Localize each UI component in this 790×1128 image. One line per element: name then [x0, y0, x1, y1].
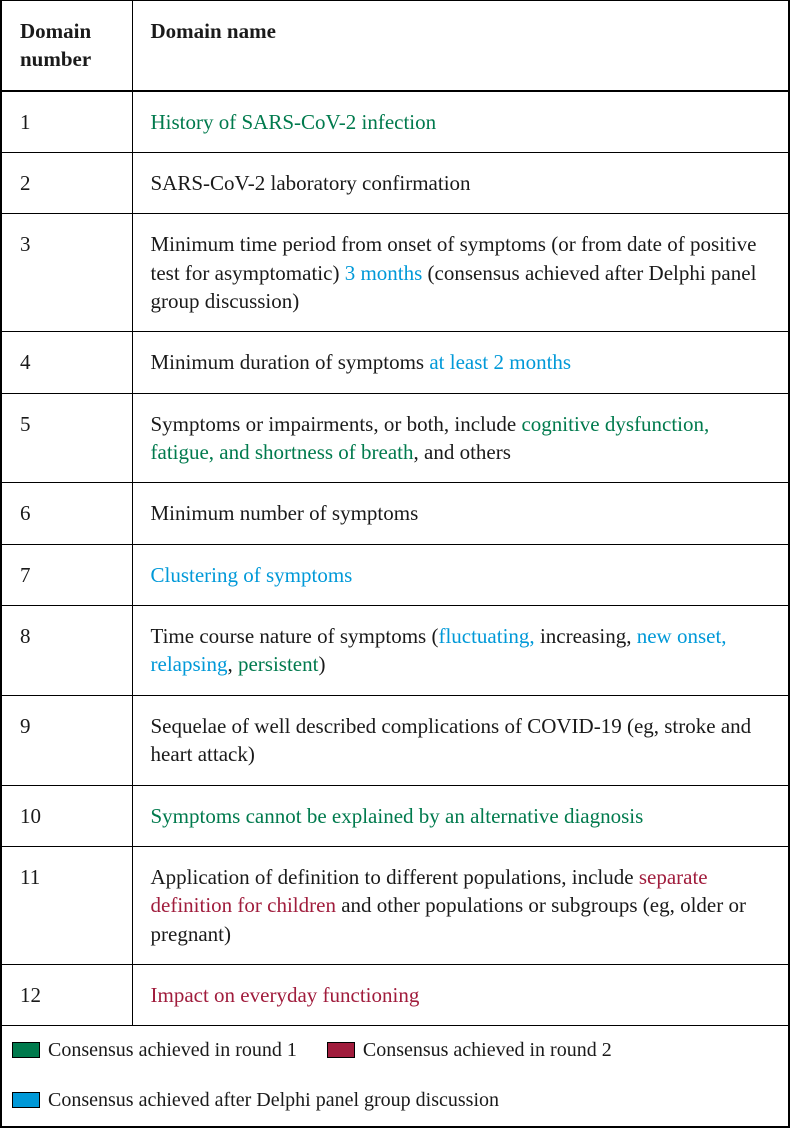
text-segment: Clustering of symptoms [151, 563, 353, 587]
text-segment: SARS-CoV-2 laboratory confirmation [151, 171, 471, 195]
legend-swatch [12, 1092, 40, 1108]
domain-name-cell: Application of definition to different p… [132, 846, 788, 964]
domain-name-cell: SARS-CoV-2 laboratory confirmation [132, 153, 788, 214]
legend-item: Consensus achieved in round 2 [327, 1034, 612, 1066]
text-segment: Symptoms cannot be explained by an alter… [151, 804, 644, 828]
text-segment: Symptoms or impairments, or both, includ… [151, 412, 522, 436]
domain-number-cell: 12 [2, 964, 132, 1025]
domain-name-cell: Symptoms or impairments, or both, includ… [132, 393, 788, 483]
table-row: 2 SARS-CoV-2 laboratory confirmation [2, 153, 788, 214]
table-row: 9 Sequelae of well described complication… [2, 695, 788, 785]
table-header-row: Domain number Domain name [2, 1, 788, 91]
legend: Consensus achieved in round 1 Consensus a… [0, 1026, 790, 1128]
table-row: 12 Impact on everyday functioning [2, 964, 788, 1025]
text-segment: Minimum number of symptoms [151, 501, 419, 525]
table-row: 10 Symptoms cannot be explained by an alt… [2, 785, 788, 846]
table-body: 1 History of SARS-CoV-2 infection 2 SARS-Co… [2, 91, 788, 1026]
domain-number-cell: 6 [2, 483, 132, 544]
domain-number-cell: 10 [2, 785, 132, 846]
header-domain-number: Domain number [2, 1, 132, 91]
domain-name-cell: Minimum time period from onset of sympto… [132, 214, 788, 332]
domain-name-cell: Minimum number of symptoms [132, 483, 788, 544]
table-row: 11 Application of definition to different… [2, 846, 788, 964]
text-segment: 3 months [345, 261, 423, 285]
legend-label: Consensus achieved after Delphi panel gr… [48, 1084, 499, 1116]
domain-table: Domain number Domain name 1 History of SA… [2, 1, 788, 1025]
table-row: 1 History of SARS-CoV-2 infection [2, 91, 788, 153]
domain-name-cell: Symptoms cannot be explained by an alter… [132, 785, 788, 846]
legend-swatch [12, 1042, 40, 1058]
text-segment: fluctuating, [438, 624, 534, 648]
domain-number-cell: 11 [2, 846, 132, 964]
text-segment: Impact on everyday functioning [151, 983, 420, 1007]
legend-item: Consensus achieved in round 1 [12, 1034, 297, 1066]
text-segment: Minimum duration of symptoms [151, 350, 430, 374]
table-row: 7 Clustering of symptoms [2, 544, 788, 605]
text-segment: Application of definition to different p… [151, 865, 639, 889]
text-segment: , and others [414, 440, 511, 464]
domain-number-cell: 1 [2, 91, 132, 153]
table-row: 5 Symptoms or impairments, or both, inclu… [2, 393, 788, 483]
text-segment: History of SARS-CoV-2 infection [151, 110, 437, 134]
text-segment: at least 2 months [429, 350, 571, 374]
domain-name-cell: Impact on everyday functioning [132, 964, 788, 1025]
domain-name-cell: Clustering of symptoms [132, 544, 788, 605]
text-segment: , [227, 652, 238, 676]
domain-number-cell: 9 [2, 695, 132, 785]
table-row: 3Minimum time period from onset of sympt… [2, 214, 788, 332]
domain-table-container: Domain number Domain name 1 History of SA… [0, 0, 790, 1026]
legend-swatch [327, 1042, 355, 1058]
text-segment: persistent [238, 652, 318, 676]
domain-name-cell: History of SARS-CoV-2 infection [132, 91, 788, 153]
legend-item: Consensus achieved after Delphi panel gr… [12, 1084, 499, 1116]
text-segment: Time course nature of symptoms ( [151, 624, 439, 648]
table-row: 8Time course nature of symptoms (fluctua… [2, 606, 788, 696]
legend-label: Consensus achieved in round 2 [363, 1034, 612, 1066]
domain-number-cell: 3 [2, 214, 132, 332]
domain-number-cell: 8 [2, 606, 132, 696]
header-domain-name: Domain name [132, 1, 788, 91]
table-row: 6 Minimum number of symptoms [2, 483, 788, 544]
text-segment: increasing, [535, 624, 637, 648]
domain-name-cell: Minimum duration of symptoms at least 2 … [132, 332, 788, 393]
domain-name-cell: Time course nature of symptoms (fluctuat… [132, 606, 788, 696]
domain-number-cell: 4 [2, 332, 132, 393]
domain-number-cell: 2 [2, 153, 132, 214]
text-segment: ) [318, 652, 325, 676]
domain-number-cell: 7 [2, 544, 132, 605]
text-segment: Sequelae of well described complications… [151, 714, 752, 766]
legend-label: Consensus achieved in round 1 [48, 1034, 297, 1066]
domain-name-cell: Sequelae of well described complications… [132, 695, 788, 785]
table-row: 4Minimum duration of symptoms at least 2… [2, 332, 788, 393]
domain-number-cell: 5 [2, 393, 132, 483]
